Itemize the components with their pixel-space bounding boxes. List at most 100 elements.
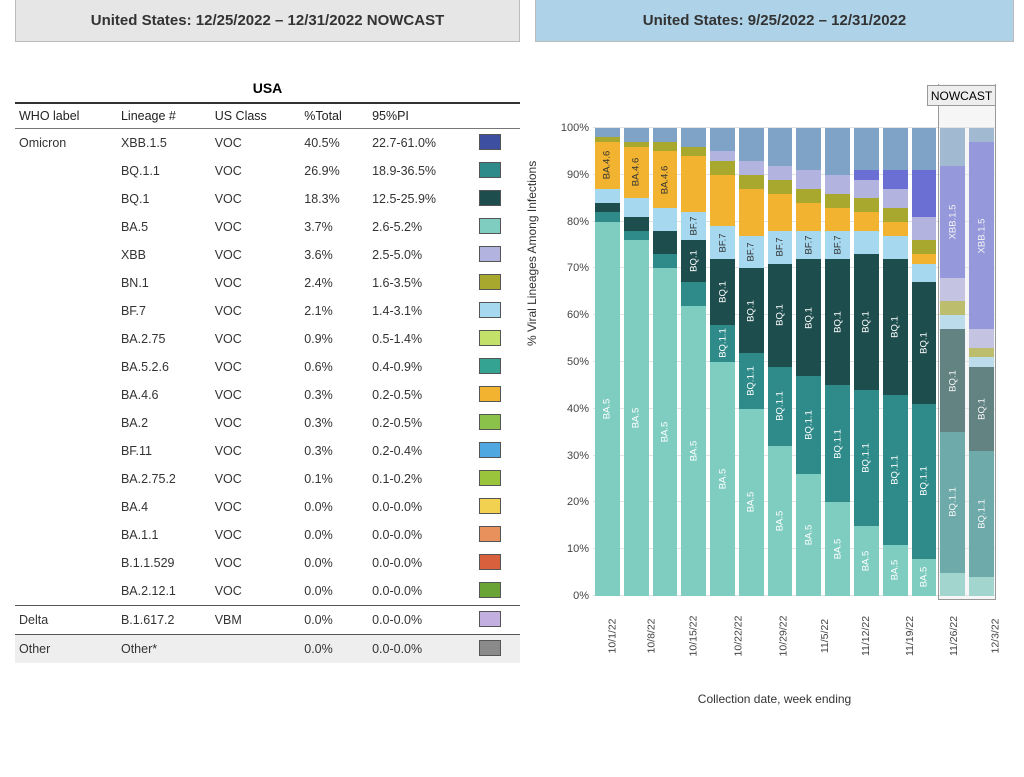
bar-segment: BF.7 (710, 226, 735, 259)
color-swatch (479, 582, 501, 598)
plot-area: 0%10%20%30%40%50%60%70%80%90%100%BA.5BA.… (593, 128, 996, 596)
bar-segment: BQ.1.1 (969, 451, 994, 577)
bar-segment (739, 175, 764, 189)
bar-segment (883, 222, 908, 236)
bar-segment: BF.7 (796, 231, 821, 259)
color-swatch (479, 190, 501, 206)
bar-segment (940, 315, 965, 329)
x-tick: 11/26/22 (948, 616, 960, 656)
bar-segment (796, 170, 821, 189)
color-swatch (479, 414, 501, 430)
bar-segment (595, 128, 620, 137)
y-tick: 50% (553, 356, 589, 368)
bar-segment (768, 128, 793, 165)
table-row: OtherOther*0.0%0.0-0.0% (15, 635, 520, 664)
bar-segment: BA.5 (653, 268, 678, 596)
bar-segment: BQ.1.1 (854, 390, 879, 526)
x-tick: 10/29/22 (777, 616, 789, 657)
bar-segment (681, 282, 706, 305)
bar-segment (624, 198, 649, 217)
bar-segment: BA.5 (710, 362, 735, 596)
bar-segment (940, 301, 965, 315)
x-tick: 10/1/22 (607, 618, 619, 653)
table-row: BA.1.1VOC0.0%0.0-0.0% (15, 521, 520, 549)
bar-segment (912, 240, 937, 254)
bar-segment (595, 137, 620, 142)
bar-segment: XBB.1.5 (940, 166, 965, 278)
bar-segment: BF.7 (681, 212, 706, 240)
bar-segment: BA.5 (825, 502, 850, 596)
color-swatch (479, 218, 501, 234)
bar-segment (883, 189, 908, 208)
col-header (475, 103, 520, 129)
color-swatch (479, 526, 501, 542)
bar-column: BQ.1.1BQ.1XBB.1.5 (940, 128, 965, 596)
table-title: USA (15, 80, 520, 96)
bar-segment (825, 175, 850, 194)
bar-segment: BQ.1.1 (825, 385, 850, 502)
table-row: OmicronXBB.1.5VOC40.5%22.7-61.0% (15, 129, 520, 158)
bar-segment: BQ.1 (940, 329, 965, 432)
x-tick: 10/22/22 (732, 616, 744, 657)
color-swatch (479, 386, 501, 402)
bar-segment (912, 217, 937, 240)
nowcast-label: NOWCAST (927, 85, 996, 106)
bar-column: BA.5BQ.1.1BQ.1BF.7 (768, 128, 793, 596)
bar-segment (854, 170, 879, 179)
bar-segment (969, 357, 994, 366)
bar-segment: BQ.1 (710, 259, 735, 325)
color-swatch (479, 134, 501, 150)
bar-segment: BF.7 (768, 231, 793, 264)
bar-segment (595, 212, 620, 221)
bar-segment (653, 208, 678, 231)
table-row: B.1.1.529VOC0.0%0.0-0.0% (15, 549, 520, 577)
bar-segment: BQ.1 (883, 259, 908, 395)
bar-column: BA.5BQ.1.1BQ.1 (912, 128, 937, 596)
table-row: BF.11VOC0.3%0.2-0.4% (15, 437, 520, 465)
bar-segment (595, 203, 620, 212)
bar-segment: BA.5 (595, 222, 620, 596)
bar-segment: BA.4.6 (624, 147, 649, 198)
x-tick: 12/3/22 (990, 618, 1002, 653)
y-tick: 90% (553, 169, 589, 181)
bar-segment (969, 329, 994, 348)
bar-column: BA.5BQ.1.1BQ.1 (883, 128, 908, 596)
bar-segment (768, 166, 793, 180)
bar-segment: BQ.1.1 (768, 367, 793, 447)
bar-segment: BQ.1.1 (883, 395, 908, 545)
bar-segment (854, 198, 879, 212)
bar-segment: BA.4.6 (653, 151, 678, 207)
bar-segment (854, 212, 879, 231)
color-swatch (479, 554, 501, 570)
bar-column: BA.5BQ.1.1BQ.1BF.7 (825, 128, 850, 596)
bar-column: BA.5BQ.1.1BQ.1BF.7 (739, 128, 764, 596)
bar-segment: BA.5 (796, 474, 821, 596)
bar-segment (768, 180, 793, 194)
bar-segment (796, 128, 821, 170)
color-swatch (479, 498, 501, 514)
bar-segment (854, 128, 879, 170)
bar-segment: BF.7 (825, 231, 850, 259)
bar-segment (912, 264, 937, 283)
bar-segment: BA.4.6 (595, 142, 620, 189)
y-tick: 20% (553, 496, 589, 508)
y-tick: 70% (553, 262, 589, 274)
bar-segment (681, 147, 706, 156)
table-row: BA.5VOC3.7%2.6-5.2% (15, 213, 520, 241)
col-header: %Total (300, 103, 368, 129)
stacked-bar-chart: NOWCAST % Viral Lineages Among Infection… (535, 86, 1014, 716)
y-tick: 100% (553, 122, 589, 134)
table-row: BF.7VOC2.1%1.4-3.1% (15, 297, 520, 325)
table-row: BA.2.75VOC0.9%0.5-1.4% (15, 325, 520, 353)
bar-segment (883, 170, 908, 189)
bar-segment (624, 217, 649, 231)
bar-segment (624, 231, 649, 240)
color-swatch (479, 640, 501, 656)
bar-segment (912, 254, 937, 263)
y-tick: 10% (553, 543, 589, 555)
table-row: BN.1VOC2.4%1.6-3.5% (15, 269, 520, 297)
bar-segment: BA.5 (883, 545, 908, 596)
col-header: Lineage # (117, 103, 211, 129)
bar-segment: BQ.1 (969, 367, 994, 451)
bar-segment (969, 577, 994, 596)
